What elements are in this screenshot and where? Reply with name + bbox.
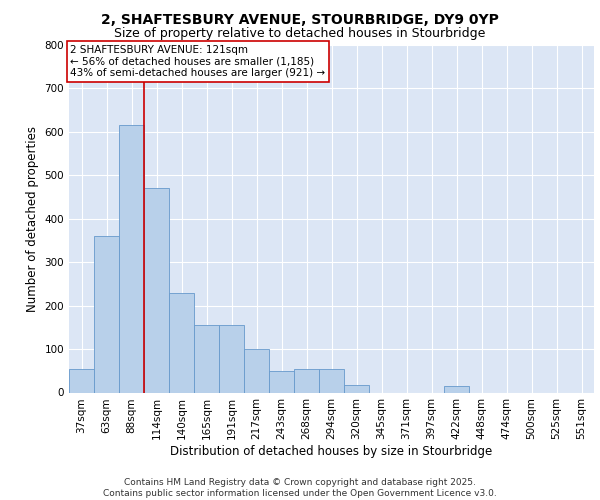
Y-axis label: Number of detached properties: Number of detached properties	[26, 126, 39, 312]
Bar	[444, 386, 469, 392]
Bar	[144, 188, 169, 392]
X-axis label: Distribution of detached houses by size in Stourbridge: Distribution of detached houses by size …	[170, 445, 493, 458]
Text: 2, SHAFTESBURY AVENUE, STOURBRIDGE, DY9 0YP: 2, SHAFTESBURY AVENUE, STOURBRIDGE, DY9 …	[101, 12, 499, 26]
Text: Size of property relative to detached houses in Stourbridge: Size of property relative to detached ho…	[115, 28, 485, 40]
Text: Contains HM Land Registry data © Crown copyright and database right 2025.
Contai: Contains HM Land Registry data © Crown c…	[103, 478, 497, 498]
Bar	[169, 292, 194, 392]
Text: 2 SHAFTESBURY AVENUE: 121sqm
← 56% of detached houses are smaller (1,185)
43% of: 2 SHAFTESBURY AVENUE: 121sqm ← 56% of de…	[70, 45, 325, 78]
Bar	[294, 368, 319, 392]
Bar	[94, 236, 119, 392]
Bar	[219, 325, 244, 392]
Bar	[319, 368, 344, 392]
Bar	[244, 349, 269, 393]
Bar	[119, 126, 144, 392]
Bar	[344, 385, 369, 392]
Bar	[69, 368, 94, 392]
Bar	[194, 325, 219, 392]
Bar	[269, 371, 294, 392]
